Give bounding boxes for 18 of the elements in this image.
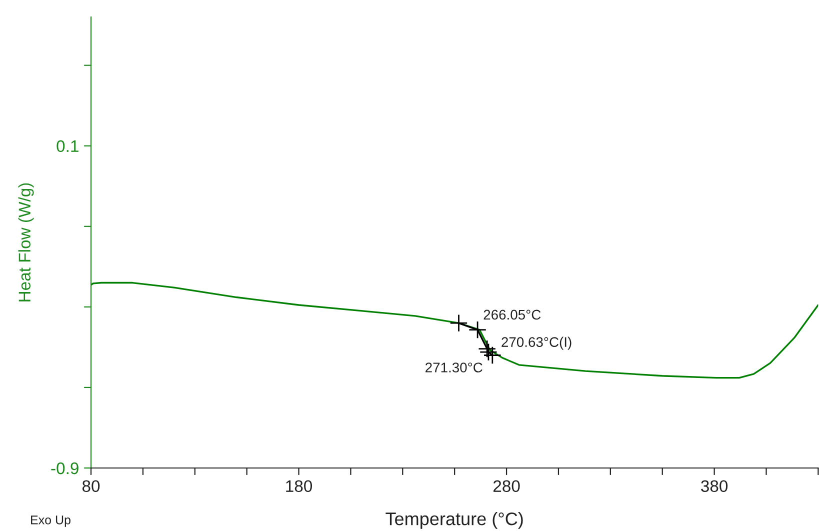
y-tick-label: 0.1 bbox=[56, 140, 78, 152]
x-tick-label: 80 bbox=[82, 480, 100, 492]
point bbox=[468, 320, 487, 339]
x-tick-label: 180 bbox=[286, 480, 312, 492]
point bbox=[483, 346, 502, 364]
x-tick-label: 380 bbox=[701, 480, 728, 492]
point bbox=[478, 340, 496, 358]
annotation: 266.05°C bbox=[484, 310, 541, 320]
y-tick-label: -0.9 bbox=[51, 462, 78, 474]
annotation: 271.30°C bbox=[426, 362, 482, 372]
point bbox=[450, 314, 468, 332]
x-tick-label: 280 bbox=[493, 480, 520, 492]
annotation: 270.63°C(I) bbox=[502, 336, 572, 350]
point bbox=[479, 343, 498, 362]
x-axis-title: Temperature (°C) bbox=[386, 512, 523, 529]
line-series bbox=[91, 282, 818, 379]
y-axis-title: Heat Flow (W/g) bbox=[18, 183, 34, 302]
text: Exo Up bbox=[31, 516, 70, 527]
